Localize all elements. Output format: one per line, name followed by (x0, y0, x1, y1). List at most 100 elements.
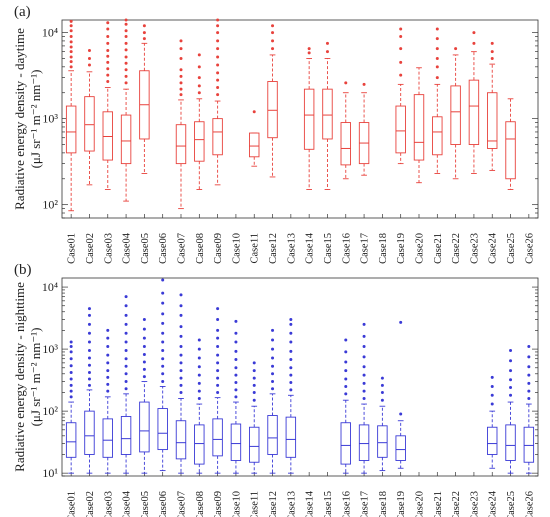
outlier-point (106, 67, 110, 71)
outlier-point (271, 47, 275, 51)
outlier-point (179, 345, 183, 349)
outlier-point (179, 369, 183, 373)
outlier-point (161, 321, 165, 325)
outlier-point (234, 388, 238, 392)
outlier-point (271, 24, 275, 28)
outlier-point (234, 357, 238, 361)
box-case09 (212, 18, 223, 186)
y-tick-label: 10³ (42, 342, 58, 356)
outlier-point (106, 54, 110, 58)
outlier-point (325, 50, 329, 54)
x-tick-label: Case01 (67, 491, 78, 517)
outlier-point (234, 395, 238, 399)
box-case09 (212, 307, 223, 474)
x-tick-label: Case10 (231, 233, 242, 264)
y-tick-label: 10² (42, 198, 58, 212)
outlier-point (216, 369, 220, 373)
outlier-point (527, 355, 531, 359)
outlier-point (87, 307, 91, 311)
outlier-point (307, 51, 311, 55)
outlier-point (325, 41, 329, 45)
x-tick-label: Case08 (195, 233, 206, 264)
iqr-box (505, 424, 516, 461)
outlier-point (124, 35, 128, 39)
outlier-point (527, 381, 531, 385)
outlier-point (399, 73, 403, 77)
outlier-point (142, 375, 146, 379)
outlier-point (271, 380, 275, 384)
outlier-point (106, 336, 110, 340)
outlier-point (509, 393, 513, 397)
iqr-box (175, 420, 187, 460)
outlier-point (179, 353, 183, 357)
outlier-point (234, 366, 238, 370)
outlier-point (216, 78, 220, 82)
x-tick-label: Case21 (433, 491, 444, 517)
outlier-point (490, 384, 494, 388)
outlier-point (197, 91, 201, 95)
outlier-point (289, 318, 293, 322)
outlier-point (216, 318, 220, 322)
iqr-box (303, 88, 315, 150)
x-tick-label: Case12 (268, 233, 279, 264)
outlier-point (289, 380, 293, 384)
y-axis-label: Radiative energy density - nighttime (12, 282, 27, 472)
outlier-point (124, 340, 128, 344)
box-case16 (340, 338, 351, 474)
outlier-point (271, 338, 275, 342)
outlier-point (490, 56, 494, 60)
outlier-point (197, 76, 201, 80)
outlier-point (179, 68, 183, 72)
iqr-box (340, 122, 351, 166)
outlier-point (289, 366, 293, 370)
x-tick-label: Case22 (451, 233, 462, 264)
outlier-point (380, 376, 384, 380)
outlier-point (490, 402, 494, 406)
x-tick-label: Case16 (341, 491, 352, 517)
outlier-point (69, 55, 73, 59)
iqr-box (523, 426, 535, 463)
outlier-point (161, 340, 165, 344)
x-tick-label: Case13 (286, 491, 297, 517)
x-tick-label: Case17 (360, 233, 371, 264)
box-case15 (322, 41, 333, 190)
outlier-point (216, 93, 220, 97)
outlier-point (271, 31, 275, 35)
x-tick-label: Case24 (488, 490, 499, 517)
x-tick-label: Case09 (213, 233, 224, 264)
outlier-point (179, 293, 183, 297)
outlier-point (490, 41, 494, 45)
outlier-point (161, 301, 165, 305)
outlier-point (362, 365, 366, 369)
x-tick-label: Case05 (140, 491, 151, 517)
outlier-point (124, 61, 128, 65)
iqr-box (102, 418, 113, 458)
outlier-point (179, 376, 183, 380)
outlier-point (197, 84, 201, 88)
iqr-box (377, 425, 388, 458)
outlier-point (124, 364, 128, 368)
outlier-point (106, 27, 110, 31)
plot-frame (61, 277, 539, 477)
outlier-point (362, 322, 366, 326)
outlier-point (106, 48, 110, 52)
outlier-point (142, 327, 146, 331)
outlier-point (216, 336, 220, 340)
outlier-point (161, 278, 165, 282)
box-case07 (175, 39, 187, 210)
outlier-point (142, 31, 146, 35)
x-tick-label: Case11 (250, 491, 261, 517)
outlier-point (490, 393, 494, 397)
outlier-point (435, 65, 439, 69)
outlier-point (124, 41, 128, 45)
outlier-point (197, 356, 201, 360)
iqr-box (120, 114, 132, 165)
box-case21 (432, 27, 443, 174)
outlier-point (216, 31, 220, 35)
iqr-box (194, 121, 205, 162)
outlier-point (399, 47, 403, 51)
outlier-point (399, 60, 403, 64)
outlier-point (179, 304, 183, 308)
outlier-point (106, 361, 110, 365)
iqr-box (487, 92, 498, 149)
